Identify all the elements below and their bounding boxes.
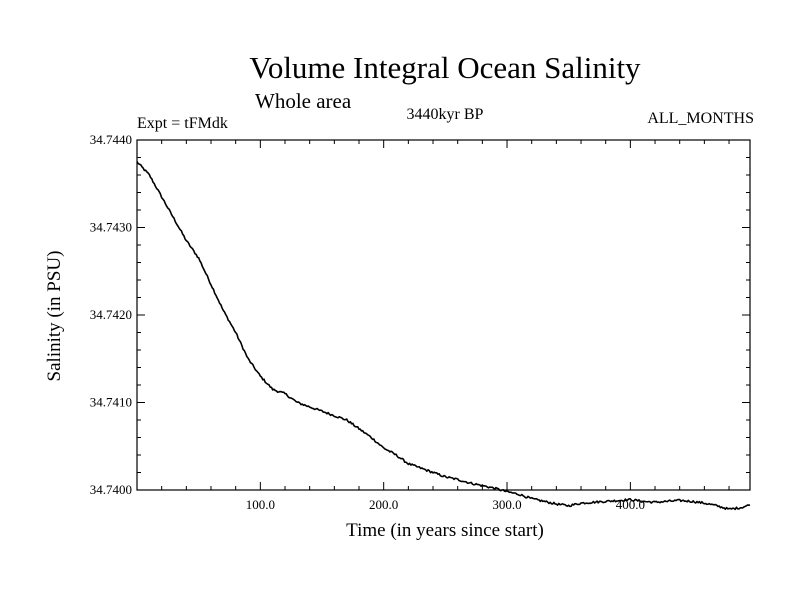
series-group [136, 161, 751, 511]
months-label: ALL_MONTHS [647, 110, 754, 127]
axis-ticks: 34.7400 34.7410 34.7420 34.7430 34.7440 100.0… [90, 132, 750, 512]
x-axis-label: Time (in years since start) [346, 520, 544, 541]
x-tick-label: 100.0 [246, 497, 275, 512]
period-label: 3440kyr BP [406, 106, 484, 123]
y-tick-label: 34.7400 [90, 482, 132, 497]
series-line-salinity [136, 161, 751, 511]
y-tick-label: 34.7420 [90, 307, 132, 322]
y-tick-label: 34.7410 [90, 395, 132, 410]
experiment-label: Expt = tFMdk [137, 115, 228, 132]
y-tick-label: 34.7430 [90, 220, 132, 235]
y-tick-label: 34.7440 [90, 132, 132, 147]
x-tick-label: 300.0 [492, 497, 521, 512]
chart-title: Volume Integral Ocean Salinity [249, 50, 641, 85]
chart-subtitle: Whole area [255, 89, 352, 113]
plot-frame [136, 139, 751, 491]
x-tick-label: 200.0 [369, 497, 398, 512]
